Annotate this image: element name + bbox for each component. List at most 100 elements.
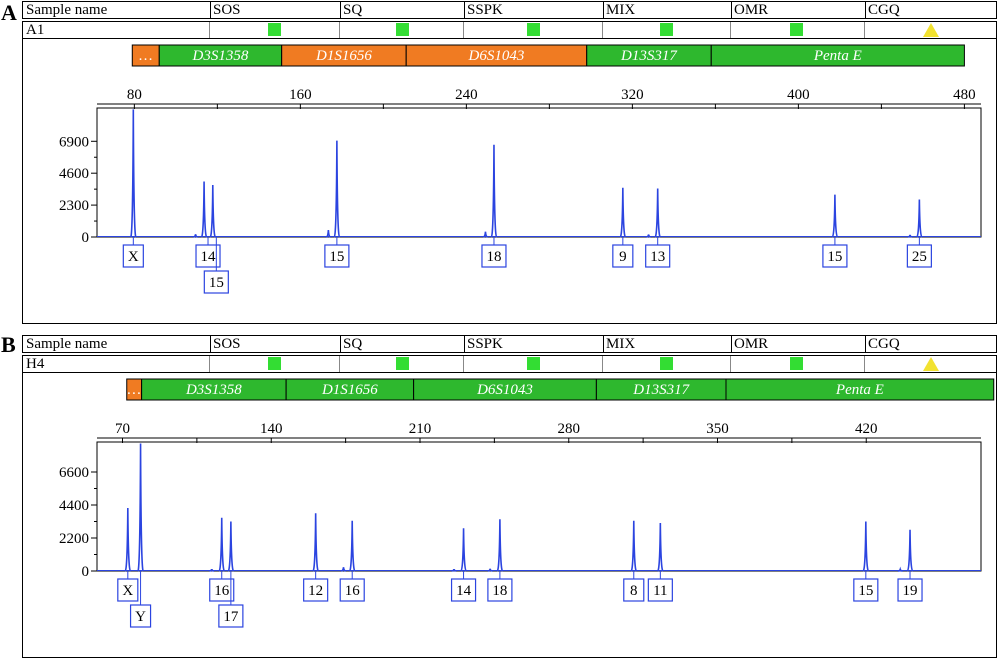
peak	[619, 187, 627, 238]
x-tick-label: 320	[621, 87, 644, 103]
allele-call: 25	[906, 237, 932, 268]
locus-band: …	[131, 44, 160, 67]
x-tick-label: 210	[409, 421, 432, 437]
y-tick-label: 4600	[59, 166, 89, 182]
allele-box	[906, 244, 932, 268]
sq-pass-icon	[396, 23, 409, 36]
x-tick-label: 140	[260, 421, 283, 437]
allele-call: 8	[623, 571, 645, 602]
allele-label: X	[128, 249, 139, 265]
x-tick-label: 350	[706, 421, 729, 437]
y-tick-label: 0	[82, 564, 90, 580]
y-tick-label: 6900	[59, 134, 89, 150]
peak	[496, 519, 504, 572]
qc-col-cgq: CGQ	[868, 336, 900, 352]
qc-col-sample-name: Sample name	[26, 2, 108, 18]
peak	[490, 144, 498, 238]
locus-label: D6S1043	[468, 48, 525, 64]
allele-call: 15	[853, 571, 879, 602]
allele-label: 15	[329, 249, 344, 265]
qc-divider	[865, 2, 866, 18]
peak	[333, 140, 341, 238]
allele-box	[822, 244, 848, 268]
locus-band: D1S1656	[285, 378, 415, 401]
electropherogram-frame: H4 … D3S1358 D1S1656 D6S1043 D13S317 Penta E 7…	[22, 355, 997, 658]
qc-divider	[340, 2, 341, 18]
allele-box	[129, 604, 152, 628]
qc-col-cgq: CGQ	[868, 2, 900, 18]
row-divider	[463, 22, 464, 38]
allele-call: X	[117, 571, 139, 602]
sos-pass-icon	[268, 357, 281, 370]
sample-row[interactable]: H4	[23, 356, 996, 373]
locus-label: D1S1656	[321, 382, 378, 398]
allele-label: 16	[345, 583, 361, 599]
allele-label: X	[122, 583, 133, 599]
locus-band: Penta E	[725, 378, 995, 401]
row-divider	[864, 356, 865, 372]
locus-bar	[725, 378, 995, 401]
row-divider	[339, 356, 340, 372]
x-tick-label: 160	[289, 87, 312, 103]
x-tick-label: 240	[455, 87, 478, 103]
allele-label: 13	[650, 249, 665, 265]
allele-box	[853, 578, 879, 602]
allele-box	[612, 244, 634, 268]
qc-divider	[464, 336, 465, 352]
qc-divider	[603, 2, 604, 18]
allele-box	[324, 244, 350, 268]
allele-call: 16	[209, 571, 235, 602]
qc-header: Sample name SOS SQ SSPK MIX OMR CGQ	[22, 1, 997, 19]
x-tick-label: 80	[127, 87, 142, 103]
allele-call: 18	[487, 571, 513, 602]
peak	[654, 188, 662, 238]
cgq-warning-icon	[923, 357, 939, 371]
allele-label: 17	[223, 609, 239, 625]
peak	[831, 194, 839, 238]
peak	[209, 184, 217, 238]
row-divider	[209, 356, 210, 372]
qc-col-sspk: SSPK	[467, 336, 503, 352]
qc-divider	[603, 336, 604, 352]
locus-band: …	[126, 378, 143, 401]
allele-call: 15	[203, 237, 229, 294]
qc-col-sos: SOS	[213, 336, 241, 352]
allele-box	[209, 578, 235, 602]
sample-row[interactable]: A1	[23, 22, 996, 39]
allele-label: 25	[912, 249, 927, 265]
allele-call: 18	[481, 237, 507, 268]
allele-label: 14	[456, 583, 472, 599]
allele-call: 12	[303, 571, 329, 602]
allele-call: 16	[339, 571, 365, 602]
allele-box	[122, 244, 144, 268]
qc-col-omr: OMR	[734, 336, 769, 352]
allele-call: 19	[897, 571, 923, 602]
locus-bar	[710, 44, 965, 67]
locus-band: Penta E	[710, 44, 965, 67]
qc-header: Sample name SOS SQ SSPK MIX OMR CGQ	[22, 335, 997, 353]
peak	[460, 528, 468, 572]
peak	[348, 520, 356, 572]
allele-label: 11	[653, 583, 667, 599]
locus-band: D13S317	[586, 44, 712, 67]
locus-label: D3S1358	[185, 382, 242, 398]
mix-pass-icon	[660, 357, 673, 370]
qc-divider	[731, 336, 732, 352]
x-tick-label: 480	[953, 87, 976, 103]
y-tick-label: 2300	[59, 198, 89, 214]
allele-label: 16	[214, 583, 230, 599]
locus-label: …	[128, 382, 141, 398]
allele-box	[647, 578, 673, 602]
row-divider	[602, 356, 603, 372]
locus-band: D1S1656	[281, 44, 407, 67]
x-tick-label: 400	[787, 87, 810, 103]
locus-label: D3S1358	[192, 48, 249, 64]
allele-call: 14	[195, 237, 221, 268]
peak	[200, 181, 208, 238]
omr-pass-icon	[790, 357, 803, 370]
allele-box	[218, 604, 244, 628]
x-tick-label: 70	[115, 421, 130, 437]
locus-label: D6S1043	[476, 382, 533, 398]
qc-divider	[731, 2, 732, 18]
qc-col-sspk: SSPK	[467, 2, 503, 18]
